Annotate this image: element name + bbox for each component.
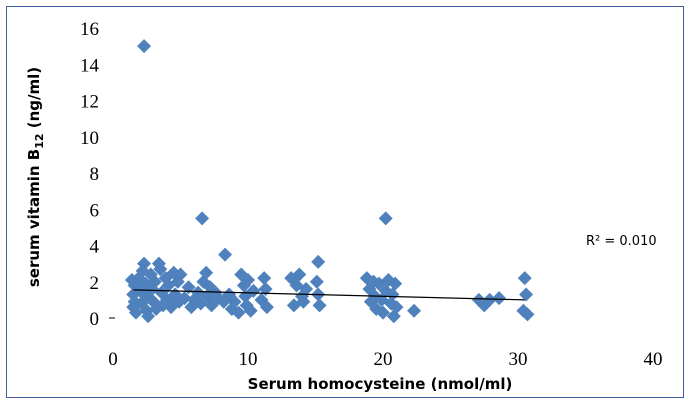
data-point: [243, 303, 258, 318]
data-point: [299, 282, 314, 296]
data-point: [231, 305, 246, 320]
x-axis-title: Serum homocysteine (nmol/ml): [248, 375, 513, 393]
data-point: [407, 303, 422, 318]
data-point: [257, 271, 272, 286]
data-point: [141, 309, 156, 324]
data-point: [199, 265, 214, 280]
y-tick-label: 8: [90, 164, 100, 185]
data-point: [482, 292, 497, 307]
data-point: [385, 287, 400, 302]
chart-frame: 0 2 4 6 8 10 12 14 16 0 10 20 30 40 R² = 0.010 Serum…: [6, 6, 684, 398]
data-point: [259, 300, 274, 315]
y-axis-title-subscript: 12: [33, 133, 46, 148]
data-point: [388, 276, 403, 291]
data-point: [137, 39, 152, 54]
data-point: [292, 267, 307, 282]
y-tick-label: 16: [80, 19, 99, 40]
data-point: [258, 282, 273, 296]
scatter-plot: 0 2 4 6 8 10 12 14 16 0 10 20 30 40 R² = 0.010 Serum…: [25, 19, 663, 393]
y-tick-label: 10: [80, 128, 99, 149]
y-tick-label: 6: [90, 200, 100, 221]
data-points: [124, 39, 535, 324]
y-tick-label: 12: [80, 92, 99, 113]
data-point: [128, 305, 143, 320]
y-axis-title-main: serum vitamin B: [25, 149, 43, 287]
y-tick-labels: 0 2 4 6 8 10 12 14 16: [80, 19, 100, 330]
trendline: [133, 289, 525, 301]
data-point: [520, 307, 535, 322]
y-axis-title: serum vitamin B12 (ng/ml): [25, 67, 46, 287]
y-tick-label: 14: [80, 55, 100, 76]
data-point: [241, 272, 255, 287]
data-point: [517, 271, 532, 286]
data-point: [173, 267, 188, 282]
x-tick-label: 40: [644, 349, 663, 370]
data-point: [378, 211, 393, 226]
y-axis-title-unit: (ng/ml): [25, 67, 43, 134]
x-tick-labels: 0 10 20 30 40: [108, 349, 662, 370]
data-point: [177, 291, 192, 306]
x-tick-label: 30: [509, 349, 528, 370]
x-tick-label: 10: [239, 349, 258, 370]
data-point: [309, 274, 324, 289]
data-point: [386, 309, 401, 324]
data-point: [312, 298, 327, 313]
x-tick-label: 20: [374, 349, 393, 370]
data-point: [127, 278, 142, 293]
data-point: [492, 291, 507, 306]
y-tick-label: 2: [90, 273, 100, 294]
y-tick-label: 4: [90, 237, 100, 258]
data-point: [218, 247, 233, 262]
data-point: [296, 294, 311, 309]
data-point: [195, 211, 210, 226]
data-point: [376, 305, 390, 320]
data-point: [246, 283, 261, 298]
y-tick-label: 0: [90, 309, 100, 330]
data-point: [311, 254, 326, 269]
r-squared-annotation: R² = 0.010: [586, 234, 657, 249]
data-point: [153, 262, 168, 277]
x-tick-label: 0: [108, 349, 118, 370]
data-point: [147, 274, 162, 289]
data-point: [227, 294, 242, 309]
data-point: [519, 287, 534, 302]
